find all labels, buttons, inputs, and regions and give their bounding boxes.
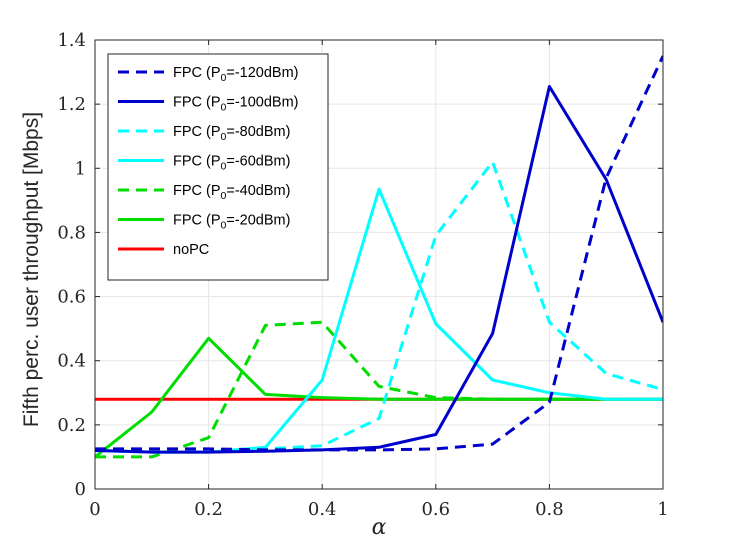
series-group [95, 55, 663, 459]
legend-label-subscript: 0 [221, 190, 227, 202]
legend-label-subscript: 0 [221, 102, 227, 114]
y-tick-label: 0.2 [57, 415, 86, 436]
series-lines [95, 55, 663, 459]
legend-label-tail: =-60dBm) [226, 154, 290, 170]
axis-ticks: 0 0.2 0.4 0.6 0.8 1 0 0.2 0.4 0.6 0.8 1 1.2 1.4 [57, 30, 668, 520]
y-tick-label: 0.6 [57, 287, 86, 308]
legend-label-1: FPC (P0=-100dBm) [173, 95, 299, 114]
legend-label-main: FPC (P [173, 95, 221, 111]
legend-label-0: FPC (P0=-120dBm) [173, 65, 299, 84]
legend-label-tail: =-80dBm) [226, 124, 290, 140]
legend-box [107, 53, 329, 281]
legend-label-tail: =-20dBm) [226, 213, 290, 229]
series-line-0 [95, 55, 663, 452]
x-tick-label: 0.6 [421, 499, 450, 520]
x-tick-label: 0.2 [194, 499, 223, 520]
legend-label-subscript: 0 [221, 131, 227, 143]
legend-label-subscript: 0 [221, 72, 227, 84]
legend-label-4: FPC (P0=-40dBm) [173, 183, 290, 202]
legend-label-3: FPC (P0=-60dBm) [173, 154, 290, 173]
series-line-4 [95, 320, 663, 459]
legend-label-5: FPC (P0=-20dBm) [173, 213, 290, 232]
y-tick-label: 1.2 [57, 94, 86, 115]
x-tick-label: 0 [89, 499, 100, 520]
x-tick-label: 0.4 [308, 499, 337, 520]
legend-label-tail: =-120dBm) [226, 65, 298, 81]
plot-frame [94, 39, 664, 490]
legend-label-2: FPC (P0=-80dBm) [173, 124, 290, 143]
x-tick-label: 0.8 [535, 499, 564, 520]
series-line-1 [95, 85, 663, 454]
legend-label-main: FPC (P [173, 124, 221, 140]
legend-label-subscript: 0 [221, 220, 227, 232]
legend-label-main: FPC (P [173, 183, 221, 199]
legend-label-main: FPC (P [173, 213, 221, 229]
legend-label-main: FPC (P [173, 154, 221, 170]
legend-label-main: FPC (P [173, 65, 221, 81]
x-tick-label: 1 [657, 499, 668, 520]
legend-label-6: noPC [173, 242, 209, 258]
legend-label-tail: =-40dBm) [226, 183, 290, 199]
y-tick-label: 0.8 [57, 222, 86, 243]
y-tick-label: 1.4 [57, 30, 86, 51]
series-line-5 [95, 336, 663, 459]
y-tick-label: 0 [75, 479, 86, 500]
x-axis-label: α [372, 515, 387, 540]
y-tick-label: 1 [75, 158, 86, 179]
legend-label-subscript: 0 [221, 161, 227, 173]
legend-label-main: noPC [173, 242, 209, 258]
legend: FPC (P0=-120dBm)FPC (P0=-100dBm)FPC (P0=… [107, 53, 329, 281]
legend-label-tail: =-100dBm) [226, 95, 298, 111]
y-tick-label: 0.4 [57, 351, 86, 372]
y-axis-label: Fifth perc. user throughput [Mbps] [20, 112, 43, 427]
